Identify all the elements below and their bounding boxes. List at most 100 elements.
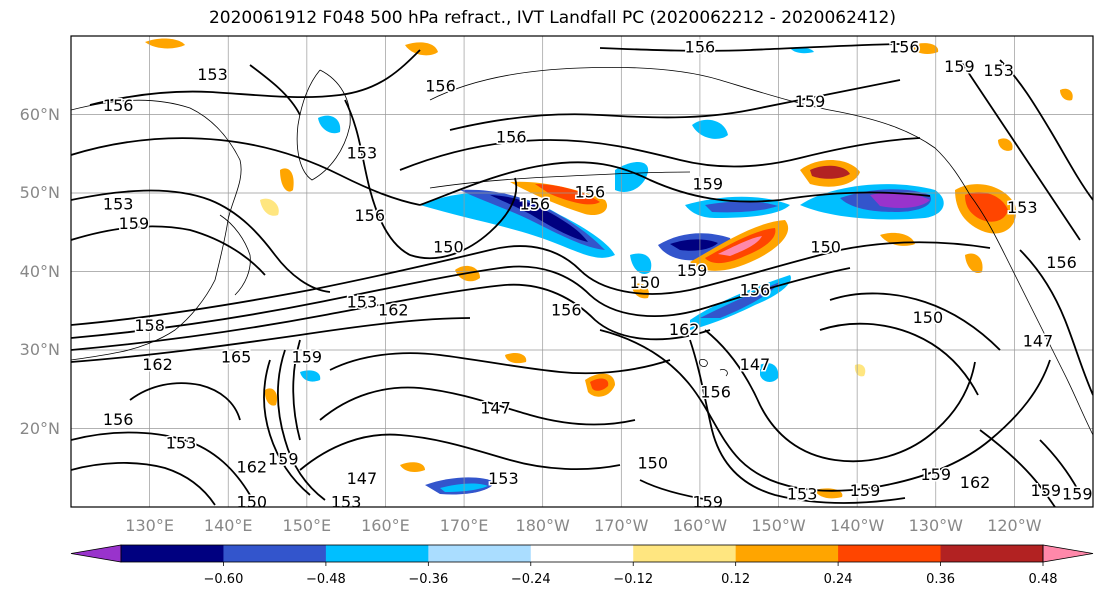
contour-line (249, 64, 301, 116)
contour-label: 159 (920, 465, 951, 484)
longitude-label: 130°E (125, 516, 174, 535)
contour-line (276, 349, 326, 501)
contour-label: 162 (378, 300, 409, 319)
contour-line (71, 189, 331, 293)
negative-anomaly-patch (318, 115, 341, 134)
contour-label: 153 (983, 61, 1014, 80)
contour-label: 159 (268, 449, 299, 468)
contour-label: 153 (1007, 198, 1038, 217)
coastlines (71, 66, 1093, 436)
contour-line (71, 431, 251, 496)
positive-anomaly-patch (505, 352, 527, 364)
contour-line (419, 161, 931, 206)
colorbar-segment (530, 545, 634, 562)
contour-label: 153 (347, 143, 378, 162)
positive-anomaly-patch (998, 138, 1013, 151)
longitude-label: 160°W (672, 516, 728, 535)
contour-line (292, 339, 301, 441)
positive-anomaly-patch (810, 165, 850, 179)
positive-anomaly-patch (264, 388, 278, 406)
contour-line (1019, 249, 1093, 396)
contour-label: 153 (331, 493, 362, 512)
contour-label: 156 (700, 383, 731, 402)
negative-anomaly-patch (490, 195, 588, 242)
positive-anomaly-patch (280, 168, 294, 192)
contour-line (599, 329, 1051, 492)
contour-label: 150 (433, 237, 464, 256)
longitude-label: 160°E (361, 516, 410, 535)
longitude-label: 130°W (908, 516, 963, 535)
contour-label: 156 (889, 37, 920, 56)
colorbar-tick-label: −0.36 (408, 572, 449, 587)
positive-anomaly-patch (260, 198, 279, 216)
latitude-label: 20°N (19, 418, 60, 438)
contour-label: 159 (1062, 485, 1093, 504)
contour-line (71, 225, 266, 276)
longitude-label: 170°W (594, 516, 649, 535)
negative-anomaly-patch (760, 363, 779, 382)
refractivity-contours (71, 43, 1093, 507)
contour-label: 150 (810, 237, 841, 256)
contour-line (399, 137, 921, 171)
positive-anomaly-patch (965, 192, 1008, 222)
longitude-label: 180°W (515, 516, 570, 535)
colorbar-segment (223, 545, 327, 562)
contour-label: 156 (354, 206, 385, 225)
contour-label: 156 (740, 281, 771, 300)
contour-label: 156 (551, 300, 582, 319)
japan-coastline (219, 214, 251, 296)
positive-anomaly-patch (590, 378, 609, 391)
contour-label: 156 (425, 77, 456, 96)
colorbar-segment (838, 545, 942, 562)
contour-label: 156 (685, 37, 716, 56)
contour-line (263, 359, 311, 496)
contour-label: 150 (637, 453, 668, 472)
contour-label: 153 (488, 469, 519, 488)
positive-anomaly-patch (535, 184, 600, 205)
positive-anomaly-patch (718, 236, 762, 256)
contour-label: 150 (913, 308, 944, 327)
contour-label: 153 (103, 194, 134, 213)
contour-line (71, 265, 851, 339)
colorbar-tick-label: −0.12 (613, 572, 654, 587)
contour-line (449, 79, 901, 131)
contour-label: 153 (787, 485, 818, 504)
contour-label: 156 (520, 194, 551, 213)
contour-label: 147 (1023, 332, 1054, 351)
contour-label: 153 (166, 434, 197, 453)
contour-line (71, 317, 471, 363)
contour-label: 159 (1031, 481, 1062, 500)
positive-anomaly-patch (1060, 88, 1073, 101)
hawaii-islands (699, 359, 728, 377)
contour-label: 147 (740, 355, 771, 374)
colorbar-tick-label: 0.12 (721, 572, 751, 587)
contour-line (71, 283, 711, 351)
negative-anomaly-patch (692, 119, 728, 139)
contour-line (129, 382, 241, 421)
colorbar-frame (120, 544, 1044, 563)
aleutian-chain (429, 171, 691, 189)
latitude-label: 50°N (19, 183, 60, 202)
contour-line (999, 59, 1093, 201)
contour-label: 162 (237, 457, 268, 476)
contour-line (689, 339, 906, 504)
colorbar-extend-high (1042, 544, 1094, 563)
map-frame (70, 35, 1094, 508)
contour-label: 147 (347, 469, 378, 488)
contour-line (959, 59, 1081, 241)
contour-label: 159 (850, 481, 881, 500)
negative-anomaly-patch (870, 192, 930, 208)
colorbar-segment (940, 545, 1044, 562)
positive-anomaly-patch (630, 253, 652, 275)
contour-label: 147 (480, 398, 511, 417)
contour-label: 159 (944, 57, 975, 76)
contour-line (979, 429, 1056, 507)
latitude-label: 30°N (19, 340, 60, 359)
colorbar (70, 544, 1094, 566)
colorbar-segment (633, 545, 737, 562)
contour-line (71, 137, 421, 206)
positive-anomaly-patch (965, 253, 983, 274)
contour-label: 159 (119, 214, 150, 233)
colorbar-segment (428, 545, 532, 562)
